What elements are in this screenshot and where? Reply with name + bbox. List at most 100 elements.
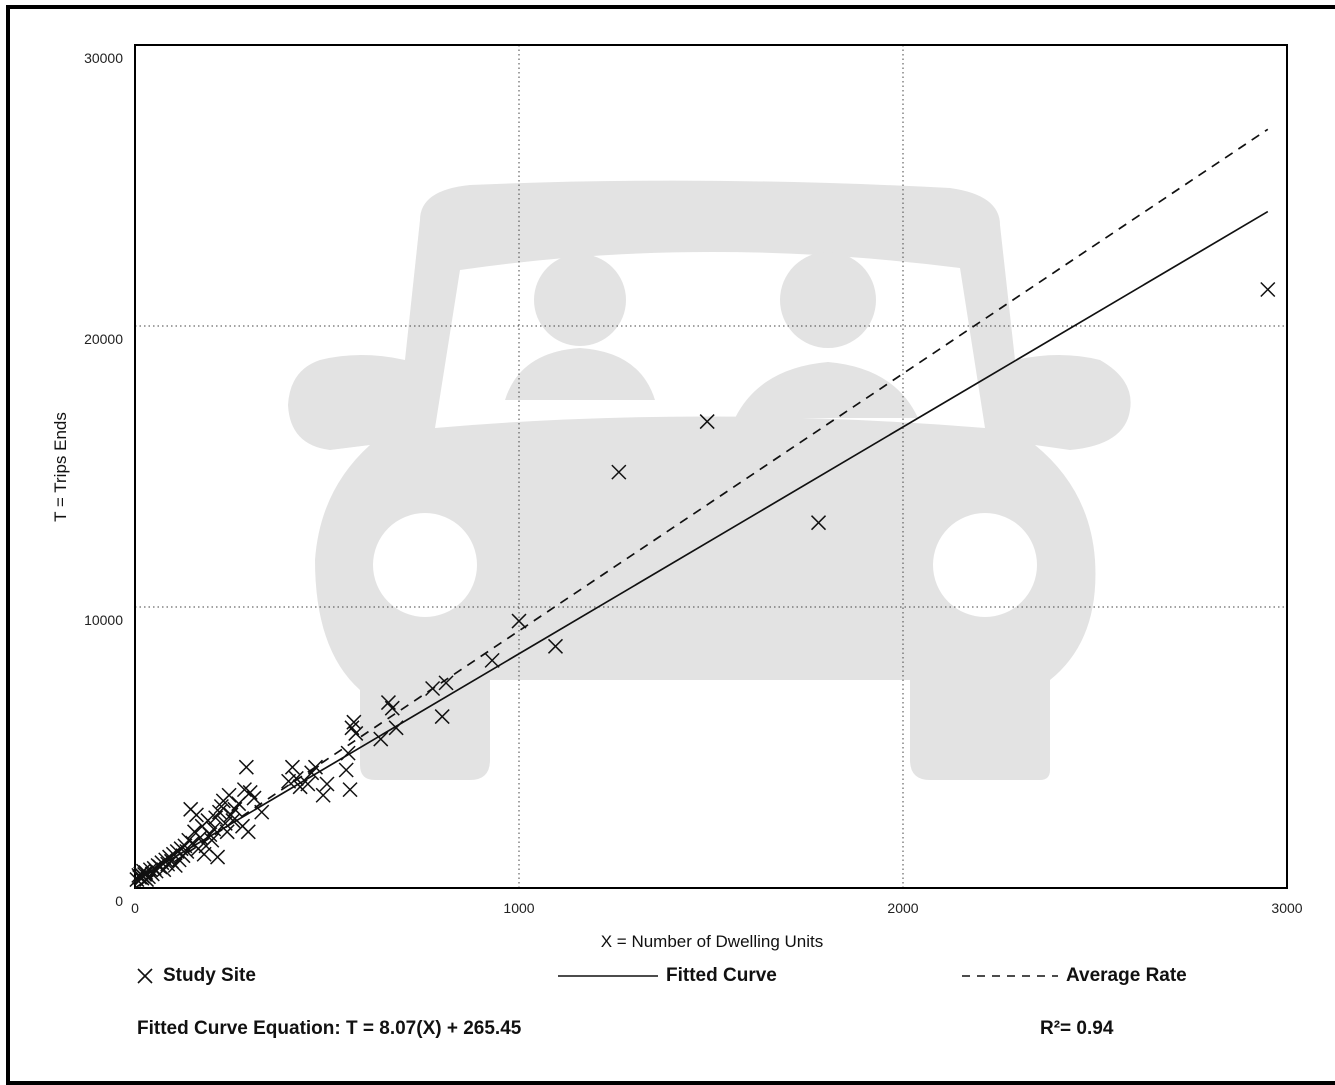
point-stroke: [484, 652, 500, 668]
point-stroke: [342, 782, 358, 798]
point-stroke: [344, 720, 360, 736]
point-stroke: [292, 779, 308, 795]
study-site-point: [246, 790, 262, 806]
trend-lines: [134, 128, 1269, 889]
point-stroke: [240, 824, 256, 840]
study-site-point: [219, 824, 235, 840]
study-site-point: [307, 759, 324, 775]
point-stroke: [511, 613, 527, 629]
point-stroke: [373, 731, 389, 747]
point-stroke: [315, 787, 331, 803]
study-site-point: [142, 862, 158, 878]
study-site-point: [210, 849, 226, 865]
average-rate-line: [134, 128, 1269, 889]
grid-lines: [135, 45, 1287, 888]
x-tick-labels: 0 1000 2000 3000: [131, 900, 1303, 916]
study-site-points: [129, 281, 1276, 888]
point-stroke: [699, 414, 715, 430]
point-stroke: [246, 790, 262, 806]
study-site-point: [240, 824, 256, 840]
fitted-curve-line: [134, 210, 1269, 882]
point-stroke: [384, 700, 400, 716]
point-stroke: [142, 862, 158, 878]
point-stroke: [340, 745, 356, 761]
study-site-point: [213, 798, 229, 815]
study-site-point: [281, 773, 297, 789]
study-site-point: [810, 515, 827, 531]
r-squared-value: R²= 0.94: [1040, 1018, 1114, 1039]
study-site-point: [254, 804, 270, 820]
dashed-line-icon: [962, 975, 1058, 977]
point-stroke: [138, 865, 154, 881]
point-stroke: [188, 807, 204, 823]
point-stroke: [281, 773, 297, 789]
point-stroke: [179, 843, 195, 860]
study-site-point: [348, 725, 364, 741]
study-site-point: [315, 787, 331, 803]
legend-average-rate-label: Average Rate: [1066, 965, 1187, 986]
point-stroke: [225, 813, 241, 829]
study-site-point: [388, 720, 404, 736]
x-tick-label: 0: [131, 900, 139, 916]
point-stroke: [434, 709, 450, 725]
car-windshield-icon: [373, 251, 1037, 617]
x-tick-label: 3000: [1271, 900, 1302, 916]
study-site-point: [438, 675, 454, 691]
study-site-point: [188, 807, 204, 823]
legend-study-site: Study Site: [135, 965, 256, 987]
point-stroke: [438, 675, 454, 691]
study-site-point: [699, 414, 715, 430]
point-stroke: [236, 782, 252, 798]
study-site-point: [484, 652, 500, 668]
y-tick-label: 0: [115, 893, 123, 909]
plot-area-border: [134, 44, 1288, 889]
study-site-point: [221, 787, 237, 803]
point-stroke: [238, 759, 254, 775]
point-stroke: [307, 759, 324, 775]
point-stroke: [284, 759, 300, 775]
point-stroke: [288, 770, 304, 786]
study-site-point: [211, 804, 228, 820]
study-site-point: [340, 745, 356, 761]
point-stroke: [547, 638, 564, 654]
point-stroke: [1260, 281, 1276, 298]
study-site-point: [300, 776, 316, 792]
point-stroke: [192, 829, 208, 845]
point-stroke: [210, 849, 226, 865]
y-tick-label: 10000: [84, 612, 123, 628]
legend-fitted-curve: Fitted Curve: [558, 965, 777, 987]
point-stroke: [254, 804, 270, 820]
x-tick-label: 2000: [887, 900, 918, 916]
point-stroke: [348, 725, 364, 741]
axes: [134, 44, 1288, 889]
study-site-point: [384, 700, 400, 716]
point-stroke: [200, 813, 216, 829]
point-stroke: [425, 680, 441, 697]
point-stroke: [319, 776, 335, 792]
study-site-point: [434, 709, 450, 725]
point-stroke: [810, 515, 827, 531]
point-stroke: [219, 824, 235, 840]
study-site-point: [1260, 281, 1276, 298]
y-tick-labels: 0 10000 20000 30000: [84, 50, 123, 909]
study-site-point: [425, 680, 441, 697]
study-site-point: [373, 731, 389, 747]
study-site-point: [200, 813, 216, 829]
point-stroke: [300, 776, 316, 792]
solid-line-icon: [558, 975, 658, 977]
point-stroke: [204, 832, 220, 848]
study-site-point: [236, 782, 252, 798]
study-site-point: [511, 613, 527, 629]
legend-fitted-curve-label: Fitted Curve: [666, 965, 777, 986]
study-site-point: [319, 776, 335, 792]
point-stroke: [213, 798, 229, 815]
study-site-point: [284, 759, 300, 775]
study-site-point: [342, 782, 358, 798]
study-site-point: [338, 762, 354, 778]
y-axis-title: T = Trips Ends: [51, 412, 70, 522]
point-stroke: [221, 787, 237, 803]
study-site-point: [292, 779, 308, 795]
point-stroke: [211, 804, 228, 820]
x-marker-icon: [137, 968, 153, 984]
